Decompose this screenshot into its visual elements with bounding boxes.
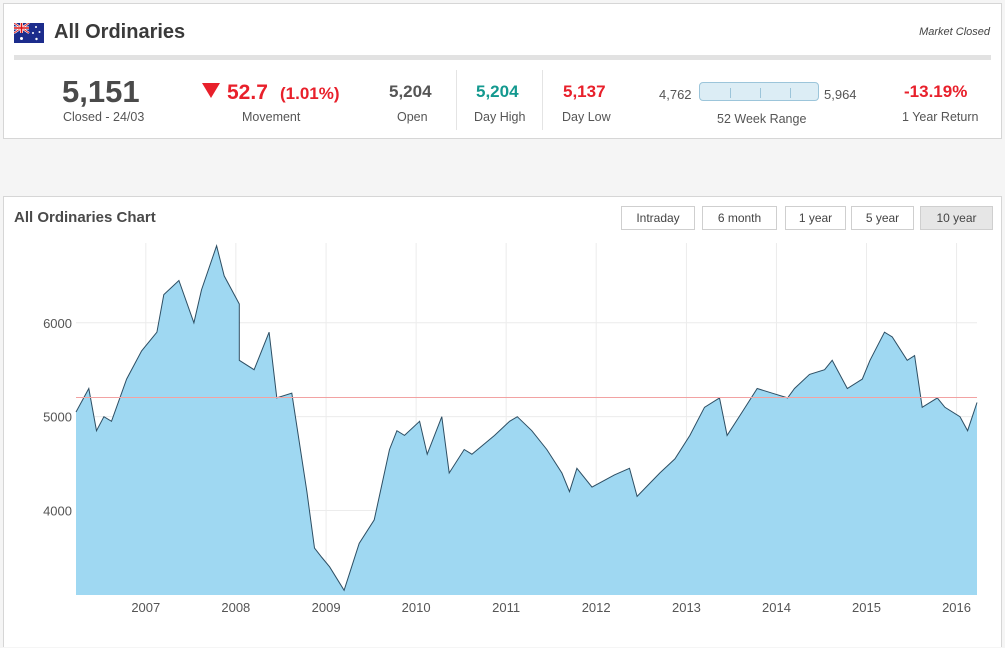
range-button-1-year[interactable]: 1 year	[785, 206, 846, 230]
range-button-6-month[interactable]: 6 month	[702, 206, 777, 230]
year-return-value: -13.19%	[904, 82, 968, 101]
x-tick-label: 2015	[852, 600, 881, 615]
x-tick-label: 2012	[582, 600, 611, 615]
day-low-value: 5,137	[563, 82, 606, 101]
summary-panel: All Ordinaries Market Closed 5,151 Close…	[3, 3, 1002, 139]
range-button-5-year[interactable]: 5 year	[851, 206, 914, 230]
range-high: 5,964	[824, 87, 857, 102]
x-tick-label: 2013	[672, 600, 701, 615]
range-low: 4,762	[659, 87, 692, 102]
down-arrow-icon	[202, 83, 220, 98]
y-tick-label: 6000	[43, 316, 72, 331]
x-tick-label: 2008	[221, 600, 250, 615]
divider	[542, 70, 543, 130]
52-week-range-bar	[699, 82, 819, 101]
movement-value: 52.7	[227, 81, 268, 104]
divider	[456, 70, 457, 130]
x-tick-label: 2011	[492, 600, 520, 615]
x-tick-label: 2007	[131, 600, 160, 615]
day-high-label: Day High	[474, 110, 526, 124]
x-tick-label: 2010	[402, 600, 431, 615]
index-value-label: Closed - 24/03	[63, 110, 145, 124]
x-tick-label: 2009	[312, 600, 341, 615]
area-fill	[76, 245, 977, 596]
header-divider	[14, 55, 991, 60]
range-button-intraday[interactable]: Intraday	[621, 206, 695, 230]
chart-title: All Ordinaries Chart	[14, 209, 156, 226]
y-tick-label: 4000	[43, 504, 72, 519]
range-label: 52 Week Range	[717, 112, 807, 126]
year-return-label: 1 Year Return	[902, 110, 979, 124]
australia-flag-icon	[14, 23, 44, 43]
y-tick-label: 5000	[43, 410, 72, 425]
day-high-value: 5,204	[476, 82, 519, 101]
index-title: All Ordinaries	[54, 21, 186, 43]
chart-panel: All Ordinaries Chart Intraday 6 month 1 ye…	[3, 196, 1002, 647]
x-tick-label: 2014	[762, 600, 791, 615]
market-status: Market Closed	[919, 26, 990, 38]
movement-label: Movement	[242, 110, 301, 124]
series-line	[75, 244, 978, 592]
x-tick-label: 2016	[942, 600, 971, 615]
movement-pct: (1.01%)	[280, 84, 340, 103]
index-value: 5,151	[62, 74, 140, 109]
range-button-10-year[interactable]: 10 year	[920, 206, 993, 230]
day-low-label: Day Low	[562, 110, 611, 124]
open-label: Open	[397, 110, 428, 124]
open-value: 5,204	[389, 82, 432, 101]
index-area-chart: 4000 5000 6000 2007 2008 2009 2010 2011 2012 2013…	[43, 243, 978, 615]
